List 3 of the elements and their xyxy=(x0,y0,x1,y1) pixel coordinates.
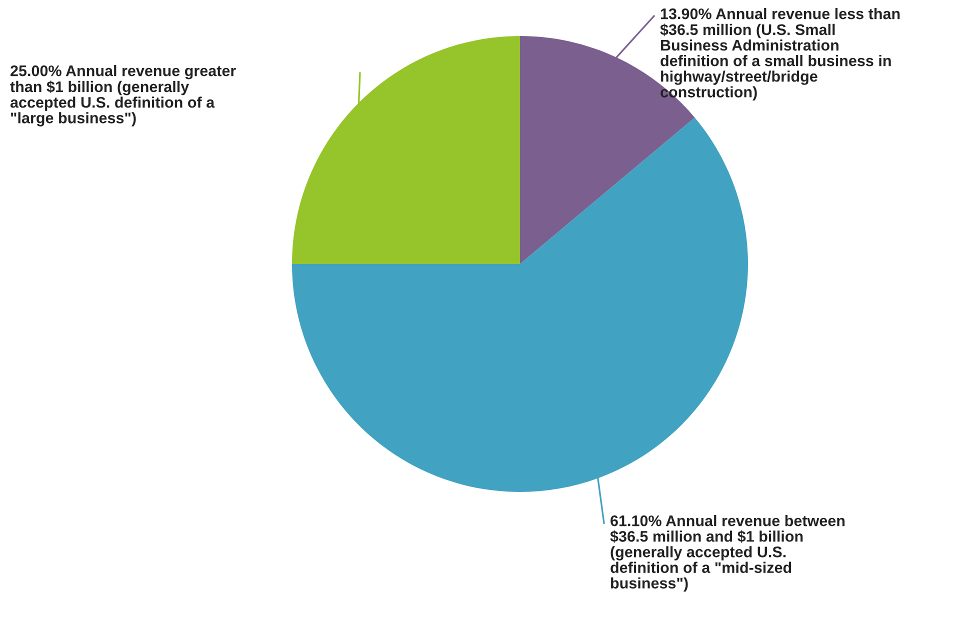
slice-label: 61.10% Annual revenue between $36.5 million and $1 billion (generally accepted U.S. definition of a "mid-sized business") xyxy=(610,515,845,592)
slice-label: 25.00% Annual revenue greater than $1 billion (generally accepted U.S. definition of a "large business") xyxy=(10,65,236,126)
pie-slice xyxy=(292,36,520,264)
